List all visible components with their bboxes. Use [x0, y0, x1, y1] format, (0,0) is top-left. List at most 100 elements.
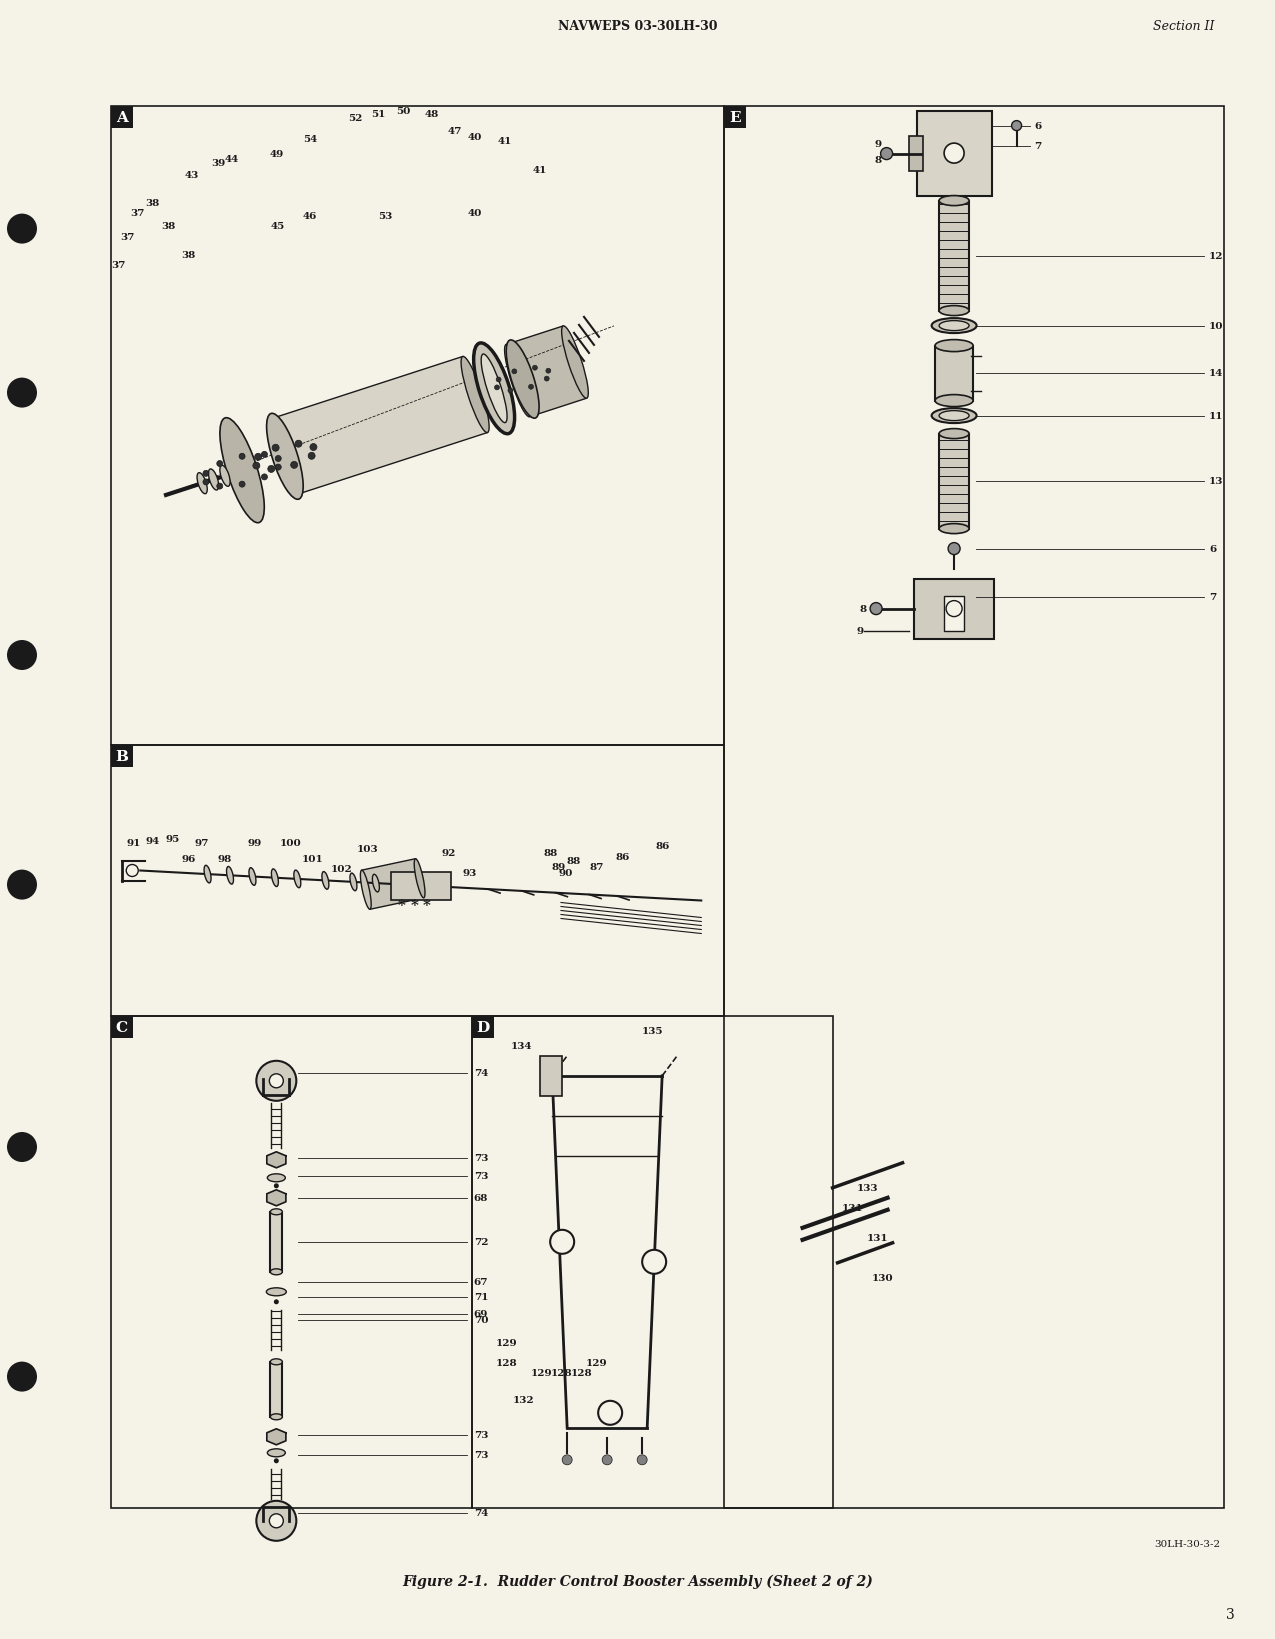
Circle shape — [529, 385, 533, 390]
Bar — [909, 136, 923, 172]
Circle shape — [310, 444, 317, 451]
Ellipse shape — [940, 411, 969, 421]
Circle shape — [261, 452, 268, 457]
Text: 68: 68 — [474, 1193, 488, 1203]
Circle shape — [602, 1455, 612, 1465]
Ellipse shape — [481, 354, 507, 423]
Circle shape — [295, 441, 302, 447]
Text: 45: 45 — [270, 221, 286, 231]
Ellipse shape — [349, 874, 357, 892]
Ellipse shape — [940, 306, 969, 316]
Text: 98: 98 — [217, 854, 232, 864]
Ellipse shape — [272, 869, 278, 887]
Text: 134: 134 — [511, 1042, 533, 1051]
Ellipse shape — [198, 474, 208, 495]
Text: 41: 41 — [497, 136, 513, 146]
Ellipse shape — [270, 420, 298, 495]
Text: B: B — [116, 749, 129, 764]
Text: 70: 70 — [474, 1316, 488, 1324]
Circle shape — [252, 462, 260, 470]
Text: 128: 128 — [571, 1369, 593, 1377]
Text: D: D — [476, 1019, 490, 1034]
Circle shape — [274, 1183, 279, 1188]
Polygon shape — [273, 357, 487, 495]
Circle shape — [598, 1401, 622, 1424]
Circle shape — [275, 465, 282, 470]
Circle shape — [274, 1459, 279, 1464]
Bar — [111, 1016, 472, 1508]
Bar — [111, 107, 724, 746]
Circle shape — [217, 484, 223, 490]
Ellipse shape — [372, 875, 380, 892]
Bar — [944, 597, 964, 631]
Ellipse shape — [940, 429, 969, 439]
Circle shape — [946, 602, 963, 618]
Circle shape — [255, 454, 261, 461]
Text: 128: 128 — [551, 1369, 572, 1377]
Bar — [724, 107, 1224, 1508]
Text: 128: 128 — [496, 1359, 518, 1367]
FancyBboxPatch shape — [541, 1056, 562, 1096]
Text: Figure 2-1.  Rudder Control Booster Assembly (Sheet 2 of 2): Figure 2-1. Rudder Control Booster Assem… — [402, 1573, 873, 1588]
Circle shape — [546, 369, 551, 374]
Circle shape — [638, 1455, 648, 1465]
Text: 52: 52 — [348, 113, 362, 123]
Circle shape — [507, 388, 513, 393]
Text: 39: 39 — [210, 159, 226, 169]
Polygon shape — [506, 326, 586, 418]
Bar — [472, 1016, 493, 1037]
Ellipse shape — [270, 1359, 282, 1365]
Ellipse shape — [249, 869, 256, 885]
Text: 6: 6 — [1209, 544, 1216, 554]
Circle shape — [562, 1455, 572, 1465]
Circle shape — [268, 465, 275, 474]
Circle shape — [269, 1514, 283, 1528]
Ellipse shape — [505, 346, 532, 418]
Circle shape — [6, 870, 37, 900]
Text: 69: 69 — [474, 1310, 488, 1318]
Circle shape — [217, 461, 223, 467]
Ellipse shape — [506, 341, 539, 420]
Circle shape — [6, 1133, 37, 1162]
Ellipse shape — [940, 321, 969, 331]
Circle shape — [643, 1251, 666, 1274]
Text: 132: 132 — [513, 1395, 534, 1405]
Text: *: * — [411, 898, 418, 913]
Circle shape — [272, 444, 279, 452]
Ellipse shape — [270, 1414, 282, 1419]
Ellipse shape — [293, 870, 301, 888]
Text: 41: 41 — [533, 166, 547, 175]
Ellipse shape — [561, 326, 588, 398]
Circle shape — [1011, 121, 1021, 131]
Ellipse shape — [940, 197, 969, 207]
Bar — [111, 746, 724, 1016]
Text: 135: 135 — [641, 1026, 663, 1036]
Ellipse shape — [935, 395, 973, 408]
Ellipse shape — [270, 1269, 282, 1275]
Text: 9: 9 — [875, 139, 882, 149]
Text: 73: 73 — [474, 1154, 488, 1162]
Text: 49: 49 — [270, 149, 284, 159]
Ellipse shape — [204, 865, 212, 883]
Text: 38: 38 — [161, 221, 175, 231]
Text: 46: 46 — [303, 211, 317, 221]
Circle shape — [533, 365, 538, 370]
Text: 50: 50 — [395, 107, 411, 116]
Text: 88: 88 — [543, 849, 558, 857]
Text: 7: 7 — [1209, 593, 1216, 602]
Circle shape — [495, 385, 500, 390]
Polygon shape — [266, 1429, 286, 1446]
Circle shape — [949, 543, 960, 556]
Text: 8: 8 — [875, 156, 882, 166]
Bar — [270, 1213, 282, 1272]
Text: 51: 51 — [371, 110, 385, 120]
Text: 129: 129 — [496, 1339, 518, 1347]
Bar — [111, 1016, 133, 1037]
Circle shape — [881, 149, 892, 161]
Ellipse shape — [268, 1174, 286, 1182]
Text: Section II: Section II — [1154, 20, 1215, 33]
Text: 53: 53 — [377, 211, 393, 221]
Text: 44: 44 — [224, 154, 240, 164]
Bar — [472, 1016, 833, 1508]
Circle shape — [261, 475, 268, 480]
